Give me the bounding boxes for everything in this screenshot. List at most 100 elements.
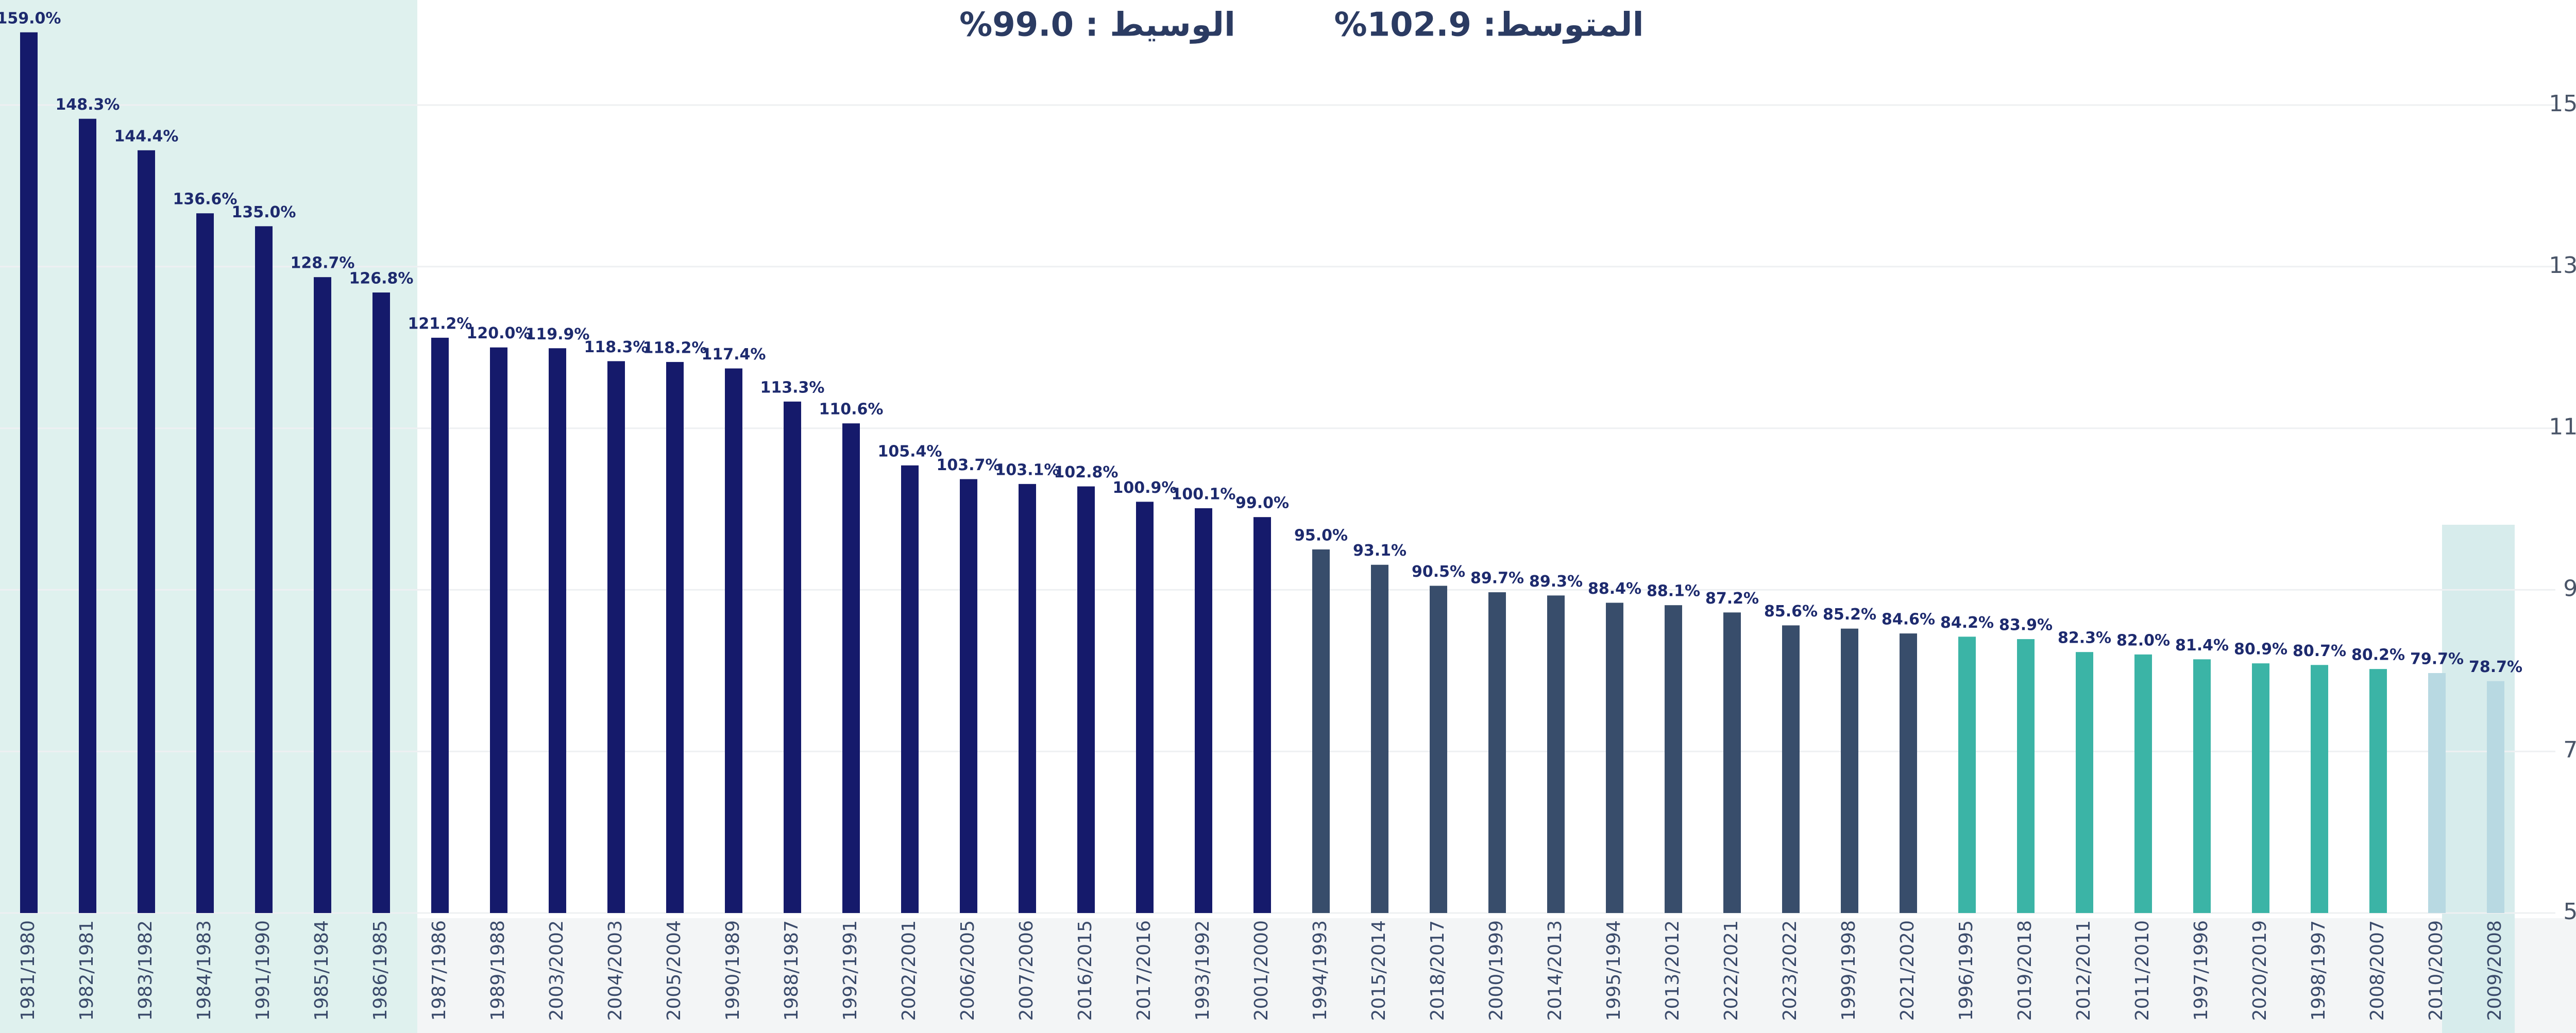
x-tick-label: 1998/1997 (2308, 920, 2329, 1021)
data-label: 87.2% (1705, 590, 1759, 608)
x-tick-label: 1989/1988 (487, 920, 509, 1021)
data-label: 82.3% (2058, 629, 2111, 647)
bar (1547, 595, 1565, 913)
bar (666, 361, 684, 914)
bar (784, 401, 801, 913)
bar (549, 348, 566, 913)
data-label: 117.4% (702, 346, 766, 364)
x-tick-label: 2014/2013 (1545, 920, 1566, 1021)
x-tick-label: 2001/2000 (1251, 920, 1272, 1021)
x-tick-label: 2020/2019 (2249, 920, 2270, 1021)
x-tick-label: 2019/2018 (2014, 920, 2036, 1021)
data-label: 135.0% (232, 203, 296, 221)
bar (1841, 628, 1858, 913)
data-label: 126.8% (349, 269, 414, 287)
data-label: 95.0% (1294, 526, 1348, 544)
bar (1723, 612, 1741, 913)
bar (1488, 592, 1506, 913)
data-label: 89.7% (1470, 570, 1524, 588)
x-tick-label: 2022/2021 (1721, 920, 1742, 1021)
x-tick-label: 1991/1990 (252, 920, 274, 1021)
bar (2134, 654, 2152, 913)
data-label: 103.7% (937, 456, 1001, 474)
bar (1195, 508, 1212, 913)
bar (255, 226, 273, 914)
x-tick-label: 2016/2015 (1075, 920, 1096, 1021)
bar (138, 150, 155, 914)
data-label: 159.0% (0, 9, 61, 27)
x-tick-label: 2008/2007 (2367, 920, 2388, 1021)
data-label: 78.7% (2469, 658, 2522, 676)
data-label: 84.2% (1940, 614, 1994, 632)
y-tick-label: 110.0% (2549, 414, 2576, 440)
bar (725, 368, 742, 914)
data-label: 100.9% (1113, 479, 1177, 497)
bar (1900, 633, 1917, 913)
x-tick-label: 1986/1985 (370, 920, 391, 1021)
bar (1782, 625, 1800, 913)
bar (2311, 665, 2328, 913)
x-tick-label: 1983/1982 (135, 920, 156, 1021)
bar (1019, 484, 1036, 913)
bar (490, 347, 507, 913)
bar (1371, 564, 1388, 913)
bar (2252, 663, 2269, 913)
bar (2193, 659, 2211, 913)
data-label: 113.3% (760, 378, 825, 397)
bar (1312, 549, 1330, 913)
bar (314, 277, 331, 914)
data-label: 100.1% (1172, 485, 1236, 503)
x-tick-label: 2006/2005 (957, 920, 978, 1021)
x-tick-label: 1987/1986 (429, 920, 450, 1021)
bar (607, 361, 625, 913)
data-label: 118.3% (584, 338, 649, 356)
bar (2017, 639, 2035, 913)
data-label: 81.4% (2175, 636, 2229, 655)
x-tick-label: 2005/2004 (664, 920, 685, 1021)
x-tick-label: 2003/2002 (546, 920, 567, 1021)
data-label: 120.0% (467, 324, 531, 342)
x-tick-label: 2013/2012 (1662, 920, 1683, 1021)
data-label: 80.2% (2351, 646, 2405, 664)
data-label: 118.2% (643, 339, 707, 357)
data-label: 93.1% (1353, 542, 1406, 560)
bar (1606, 602, 1623, 913)
bar (1958, 636, 1976, 913)
data-label: 136.6% (173, 191, 238, 209)
data-label: 103.1% (995, 461, 1060, 479)
data-label: 85.2% (1823, 606, 1876, 624)
bar (2369, 669, 2387, 913)
x-tick-label: 1990/1989 (722, 920, 743, 1021)
x-tick-label: 2015/2014 (1368, 920, 1389, 1021)
data-label: 105.4% (878, 442, 942, 460)
x-tick-label: 2017/2016 (1133, 920, 1155, 1021)
y-tick-label: 150.0% (2549, 91, 2576, 117)
bar (431, 337, 449, 914)
x-tick-label: 2002/2001 (899, 920, 920, 1021)
data-label: 88.1% (1647, 582, 1700, 600)
data-label: 79.7% (2410, 650, 2464, 668)
x-tick-label: 2023/2022 (1780, 920, 1801, 1021)
x-tick-label: 1994/1993 (1310, 920, 1331, 1021)
bar (1077, 486, 1095, 913)
data-label: 128.7% (291, 254, 355, 272)
x-tick-label: 2018/2017 (1427, 920, 1448, 1021)
x-tick-label: 2000/1999 (1486, 920, 1507, 1021)
bar (372, 292, 390, 914)
data-label: 110.6% (819, 401, 884, 419)
bar (1136, 502, 1154, 913)
bar (1430, 586, 1447, 913)
bar (1253, 517, 1271, 913)
x-tick-label: 2004/2003 (605, 920, 626, 1021)
data-label: 88.4% (1588, 580, 1641, 598)
x-tick-label: 2010/2009 (2426, 920, 2447, 1021)
bar (960, 479, 977, 913)
x-tick-label: 1992/1991 (840, 920, 861, 1021)
data-label: 144.4% (114, 127, 179, 145)
x-tick-label: 1985/1984 (311, 920, 332, 1021)
x-tick-label: 2009/2008 (2484, 920, 2505, 1021)
data-label: 148.3% (56, 96, 120, 114)
x-tick-label: 2012/2011 (2073, 920, 2094, 1021)
bar (2487, 681, 2504, 913)
